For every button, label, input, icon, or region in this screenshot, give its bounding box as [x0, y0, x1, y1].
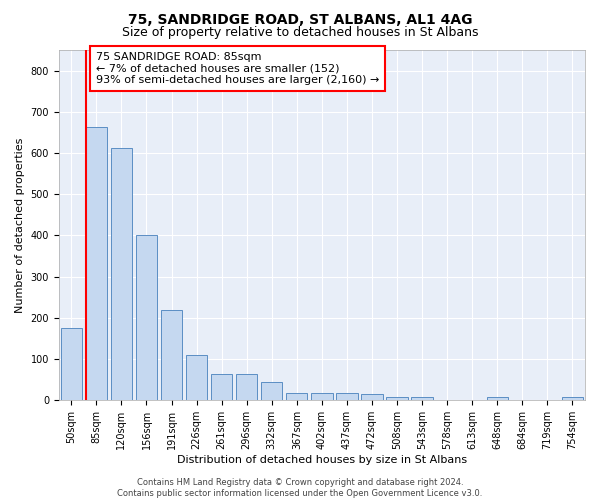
- Bar: [412, 397, 433, 400]
- Bar: [161, 310, 182, 400]
- Bar: [336, 394, 358, 400]
- Bar: [386, 397, 408, 400]
- Bar: [562, 397, 583, 400]
- Bar: [361, 394, 383, 400]
- X-axis label: Distribution of detached houses by size in St Albans: Distribution of detached houses by size …: [177, 455, 467, 465]
- Y-axis label: Number of detached properties: Number of detached properties: [15, 138, 25, 313]
- Bar: [236, 374, 257, 400]
- Text: Size of property relative to detached houses in St Albans: Size of property relative to detached ho…: [122, 26, 478, 39]
- Bar: [111, 148, 132, 401]
- Bar: [211, 374, 232, 400]
- Bar: [136, 234, 157, 400]
- Bar: [186, 355, 207, 401]
- Text: 75, SANDRIDGE ROAD, ST ALBANS, AL1 4AG: 75, SANDRIDGE ROAD, ST ALBANS, AL1 4AG: [128, 12, 472, 26]
- Bar: [86, 127, 107, 400]
- Bar: [311, 394, 332, 400]
- Bar: [261, 382, 283, 400]
- Bar: [61, 328, 82, 400]
- Text: 75 SANDRIDGE ROAD: 85sqm
← 7% of detached houses are smaller (152)
93% of semi-d: 75 SANDRIDGE ROAD: 85sqm ← 7% of detache…: [95, 52, 379, 85]
- Text: Contains HM Land Registry data © Crown copyright and database right 2024.
Contai: Contains HM Land Registry data © Crown c…: [118, 478, 482, 498]
- Bar: [286, 393, 307, 400]
- Bar: [487, 397, 508, 400]
